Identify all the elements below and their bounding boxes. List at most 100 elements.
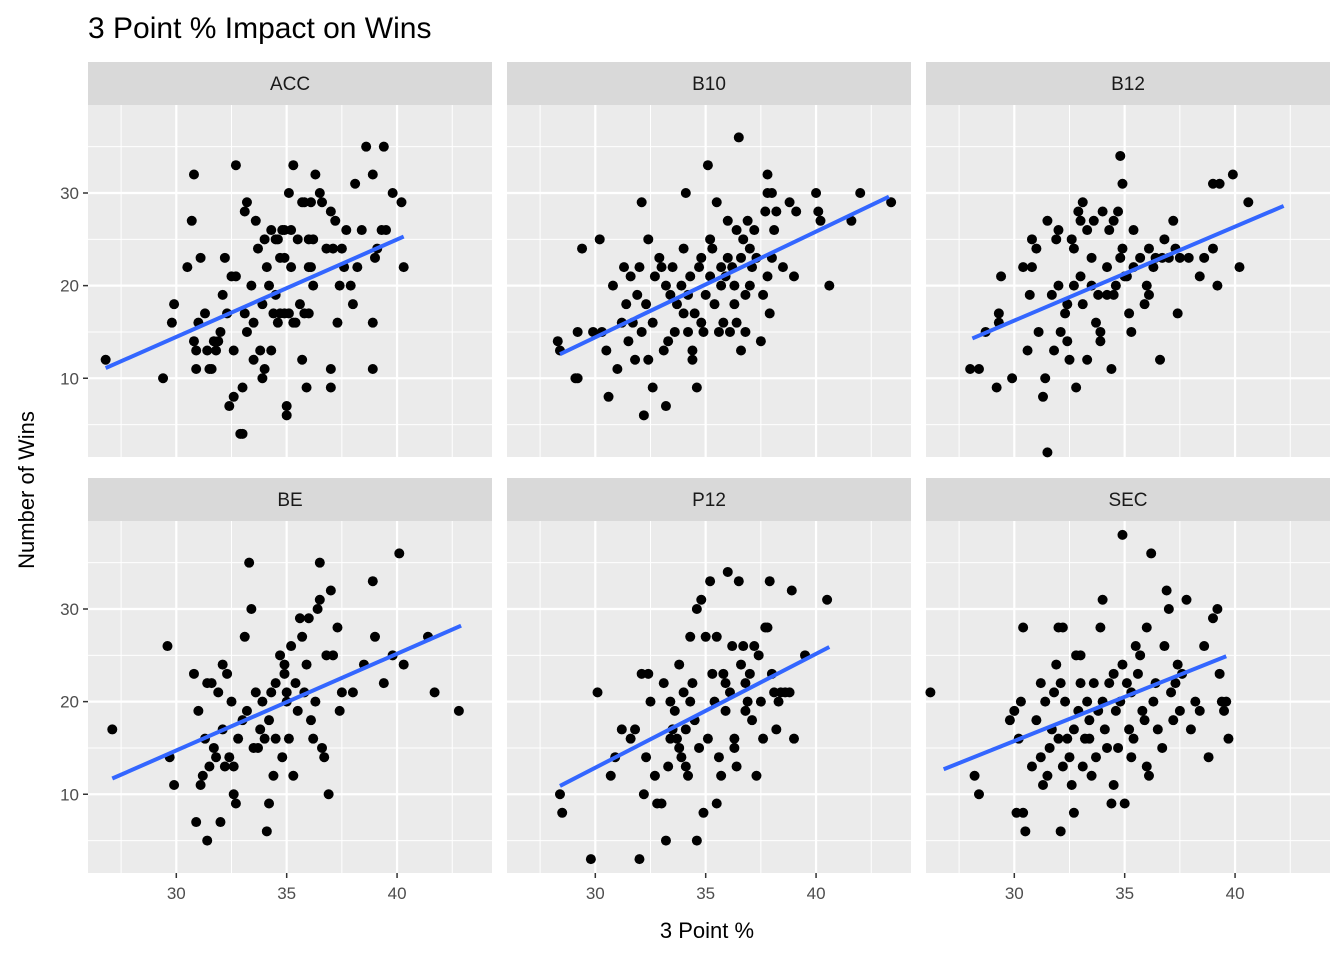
- data-point: [643, 234, 654, 245]
- data-point: [1157, 742, 1168, 753]
- data-point: [751, 770, 762, 781]
- data-point: [1042, 215, 1053, 226]
- data-point: [1113, 206, 1124, 217]
- data-point: [1075, 215, 1086, 226]
- data-point: [658, 678, 669, 689]
- data-point: [345, 280, 356, 291]
- data-point: [222, 668, 233, 679]
- data-point: [612, 364, 623, 374]
- data-point: [758, 289, 769, 300]
- data-point: [694, 262, 705, 273]
- data-point: [1234, 262, 1245, 273]
- data-point: [257, 373, 268, 384]
- data-point: [279, 252, 290, 263]
- data-point: [729, 742, 740, 753]
- facet-strip: [507, 62, 911, 105]
- data-point: [1042, 447, 1053, 458]
- data-point: [680, 761, 691, 772]
- data-point: [1018, 622, 1029, 633]
- data-point: [647, 382, 658, 393]
- data-point: [634, 262, 645, 273]
- data-point: [678, 687, 689, 698]
- data-point: [1207, 613, 1218, 624]
- data-point: [341, 225, 352, 236]
- data-point: [1146, 548, 1157, 559]
- data-point: [738, 234, 749, 245]
- panel-background: [507, 521, 911, 873]
- data-point: [1214, 178, 1225, 189]
- data-point: [1212, 604, 1223, 614]
- data-point: [667, 262, 678, 273]
- data-point: [738, 641, 749, 652]
- data-point: [654, 252, 665, 263]
- data-point: [762, 169, 773, 180]
- data-point: [219, 761, 230, 772]
- data-point: [740, 678, 751, 689]
- data-point: [297, 631, 308, 642]
- data-point: [1117, 178, 1128, 189]
- data-point: [736, 345, 747, 356]
- data-point: [1062, 733, 1073, 744]
- data-point: [314, 188, 325, 198]
- data-point: [314, 557, 325, 568]
- data-point: [691, 604, 702, 614]
- y-tick-label: 20: [60, 693, 79, 712]
- data-point: [202, 345, 213, 356]
- data-point: [1035, 678, 1046, 689]
- data-point: [705, 234, 716, 245]
- data-point: [252, 243, 263, 254]
- data-point: [250, 687, 261, 698]
- data-point: [685, 271, 696, 282]
- data-point: [1113, 742, 1124, 753]
- data-point: [1108, 668, 1119, 679]
- data-point: [1132, 668, 1143, 679]
- data-point: [230, 271, 241, 282]
- facet-strip-label: SEC: [1108, 490, 1147, 511]
- data-point: [215, 326, 226, 337]
- data-point: [577, 243, 588, 254]
- data-point: [224, 752, 235, 763]
- data-point: [1077, 299, 1088, 310]
- facet-strip: [507, 478, 911, 521]
- data-point: [1227, 169, 1238, 180]
- data-point: [1075, 678, 1086, 689]
- data-point: [1033, 326, 1044, 337]
- data-point: [191, 345, 202, 356]
- data-point: [323, 789, 334, 800]
- data-point: [1066, 234, 1077, 245]
- data-point: [689, 308, 700, 319]
- data-point: [733, 132, 744, 143]
- data-point: [228, 345, 239, 356]
- data-point: [264, 715, 275, 726]
- data-point: [711, 197, 722, 208]
- data-point: [301, 659, 312, 670]
- data-point: [645, 696, 656, 707]
- data-point: [169, 780, 180, 790]
- data-point: [625, 733, 636, 744]
- data-point: [1090, 752, 1101, 763]
- x-tick-label: 35: [696, 884, 715, 903]
- data-point: [674, 659, 685, 670]
- data-point: [711, 631, 722, 642]
- data-point: [279, 659, 290, 670]
- data-point: [352, 262, 363, 273]
- data-point: [347, 687, 358, 698]
- data-point: [312, 604, 323, 614]
- data-point: [619, 262, 630, 273]
- data-point: [1214, 668, 1225, 679]
- data-point: [286, 225, 297, 236]
- data-point: [594, 234, 605, 245]
- data-point: [292, 705, 303, 716]
- data-point: [698, 326, 709, 337]
- data-point: [786, 585, 797, 596]
- data-point: [663, 336, 674, 347]
- data-point: [266, 225, 277, 236]
- data-point: [749, 225, 760, 236]
- data-point: [1199, 641, 1210, 652]
- data-point: [552, 336, 563, 347]
- data-point: [676, 752, 687, 763]
- data-point: [224, 401, 235, 412]
- data-point: [691, 835, 702, 846]
- data-point: [1031, 715, 1042, 726]
